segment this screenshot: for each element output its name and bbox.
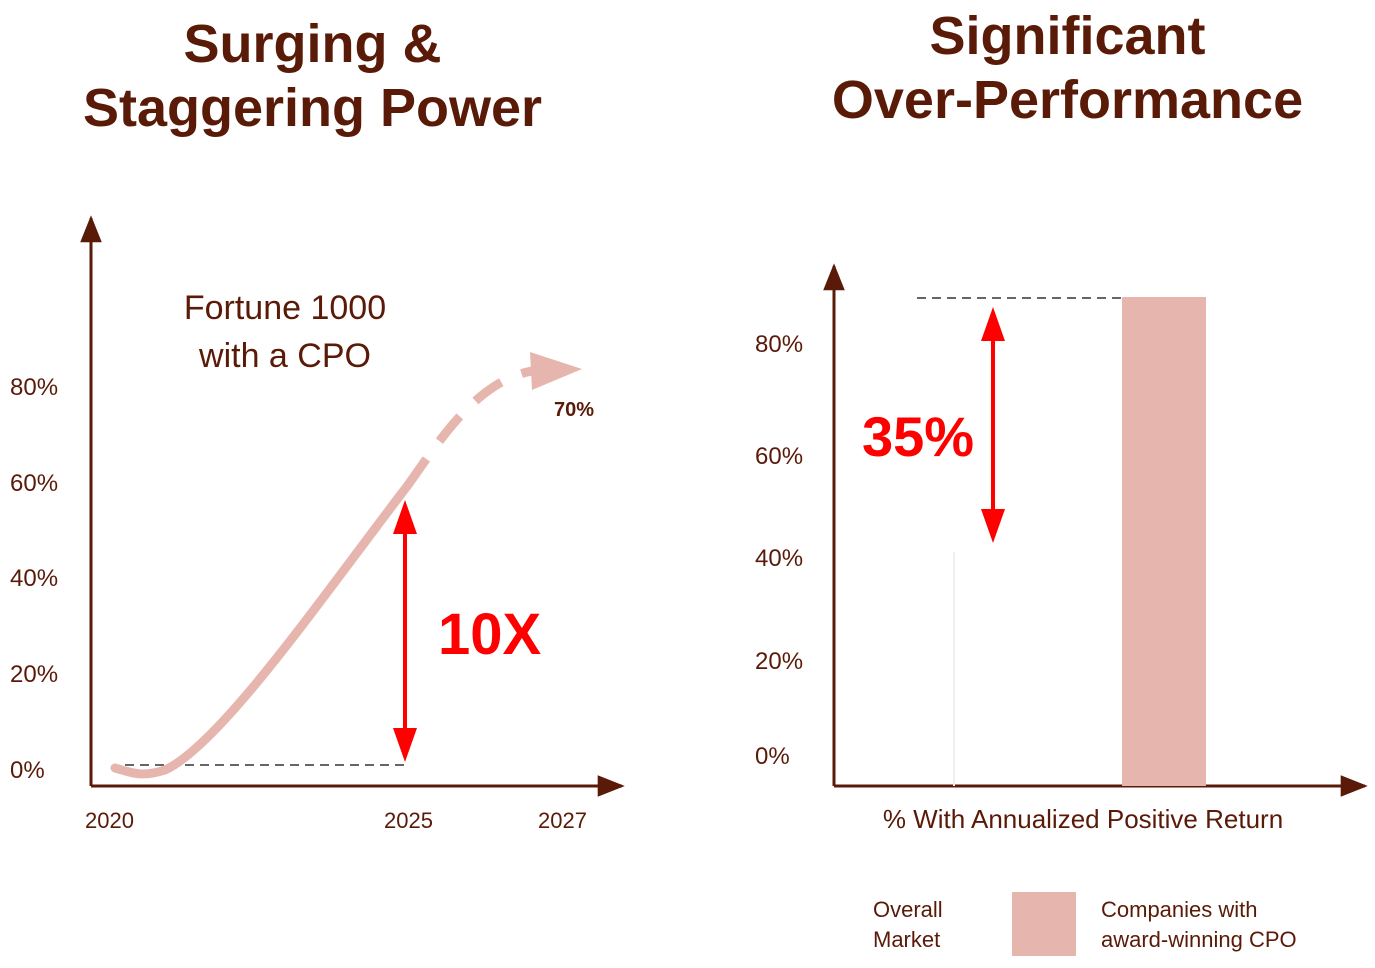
difference-arrow-bottom <box>981 509 1005 543</box>
left-y-tick: 40% <box>10 565 58 592</box>
left-annotation-line2: with a CPO <box>198 337 371 375</box>
left-x-tick: 2025 <box>384 808 433 833</box>
multiplier-arrow-top <box>393 500 417 534</box>
growth-curve-projection <box>404 365 541 488</box>
legend-swatch-cpo <box>1012 892 1076 956</box>
legend-label-overall-market: Overall Market <box>873 897 943 952</box>
difference-label: 35% <box>862 405 974 468</box>
right-y-tick: 20% <box>755 648 803 675</box>
legend-label-award-winning-cpo: Companies with award-winning CPO <box>1101 897 1297 952</box>
multiplier-arrow-bottom <box>393 728 417 762</box>
projection-arrowhead <box>530 352 582 390</box>
end-value-label: 70% <box>554 399 594 421</box>
left-x-tick: 2027 <box>538 808 587 833</box>
left-y-tick: 0% <box>10 757 45 784</box>
bar-award-winning-cpo <box>1122 297 1206 786</box>
left-chart: 0% 20% 40% 60% 80% 2020 2025 2027 Fortun… <box>10 215 625 833</box>
difference-arrow-top <box>981 307 1005 341</box>
right-chart: 0% 20% 40% 60% 80% 35% % With Annualized… <box>755 263 1368 956</box>
right-x-axis-label: % With Annualized Positive Return <box>883 804 1283 834</box>
right-chart-title: Significant Over-Performance <box>831 6 1304 130</box>
left-chart-title: Surging & Staggering Power <box>82 14 543 138</box>
left-y-tick: 20% <box>10 661 58 688</box>
growth-curve-solid <box>110 480 413 779</box>
right-y-tick: 80% <box>755 331 803 358</box>
left-annotation-line1: Fortune 1000 <box>184 289 386 327</box>
bar-overall-market <box>953 552 955 786</box>
left-y-tick: 60% <box>10 470 58 497</box>
right-y-tick: 0% <box>755 743 790 770</box>
right-y-tick: 60% <box>755 443 803 470</box>
multiplier-label: 10X <box>438 602 542 667</box>
left-y-tick: 80% <box>10 374 58 401</box>
left-x-tick: 2020 <box>85 808 134 833</box>
right-y-tick: 40% <box>755 545 803 572</box>
